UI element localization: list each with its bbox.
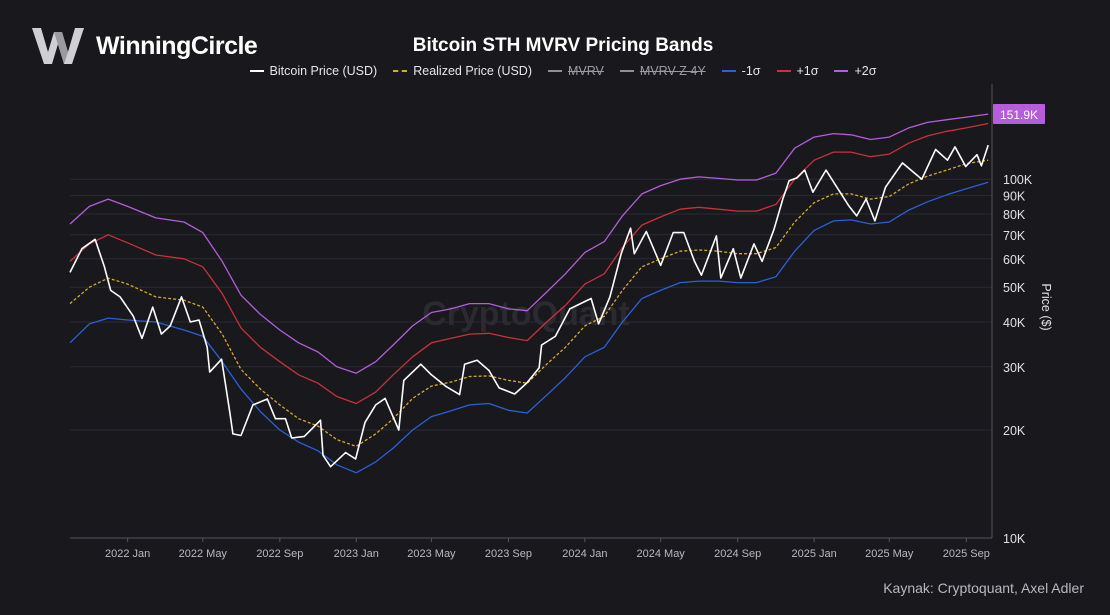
series-line-realized-price-usd — [69, 159, 989, 448]
series-line-plusminus-2sigma — [69, 113, 989, 374]
y-tick-label: 10K — [1003, 532, 1026, 546]
x-tick-label: 2025 May — [865, 548, 914, 560]
legend-swatch — [619, 70, 634, 72]
x-tick-label: 2025 Jan — [791, 548, 836, 560]
x-tick-label: 2022 Sep — [256, 548, 303, 560]
chart-legend: Bitcoin Price (USD) Realized Price (USD) M… — [0, 64, 1110, 78]
brand-name: WinningCircle — [96, 31, 258, 60]
legend-label: +1σ — [796, 64, 819, 78]
y-tick-label: 80K — [1003, 208, 1026, 222]
legend-item-realized-price-usd[interactable]: Realized Price (USD) — [393, 64, 532, 78]
y-tick-label: 30K — [1003, 361, 1026, 375]
legend-label: Realized Price (USD) — [413, 64, 532, 78]
legend-item-plusminus-1sigma[interactable]: +1σ — [776, 64, 819, 78]
x-tick-label: 2024 Sep — [714, 548, 761, 560]
x-tick-label: 2022 Jan — [105, 548, 150, 560]
series-line-bitcoin-price-usd — [69, 144, 989, 468]
legend-swatch — [548, 70, 562, 72]
winningcircle-w-logo-icon — [32, 28, 84, 64]
y-axis-label: Price ($) — [1039, 283, 1053, 330]
legend-item-mvrv-z-4y[interactable]: MVRV Z 4Y — [619, 64, 706, 78]
x-tick-label: 2023 Sep — [485, 548, 532, 560]
brand-logo: WinningCircle — [30, 24, 258, 68]
legend-item-minus-1sigma[interactable]: -1σ — [721, 64, 761, 78]
y-tick-label: 40K — [1003, 316, 1026, 330]
watermark: CryptoQuant — [422, 295, 630, 333]
legend-swatch — [393, 70, 408, 72]
legend-item-bitcoin-price-usd[interactable]: Bitcoin Price (USD) — [249, 64, 378, 78]
legend-item-mvrv[interactable]: MVRV — [548, 64, 604, 78]
series-line-plusminus-1sigma — [69, 122, 989, 405]
y-tick-label: 70K — [1003, 229, 1026, 243]
legend-swatch — [776, 70, 791, 72]
y-tick-label: 90K — [1003, 190, 1026, 204]
y-tick-label: 60K — [1003, 253, 1026, 267]
legend-label: MVRV Z 4Y — [639, 64, 706, 78]
legend-item-plusminus-2sigma[interactable]: +2σ — [834, 64, 876, 78]
y-tick-label: 100K — [1003, 173, 1033, 187]
y-tick-label: 50K — [1003, 281, 1026, 295]
plot-area — [70, 86, 992, 538]
x-tick-label: 2022 May — [179, 548, 228, 560]
legend-label: Bitcoin Price (USD) — [269, 64, 378, 78]
x-tick-label: 2025 Sep — [943, 548, 990, 560]
value-badge — [993, 104, 1045, 125]
legend-label: MVRV — [568, 64, 604, 78]
x-tick-label: 2023 Jan — [334, 548, 379, 560]
value-badge-label: 151.9K — [1000, 108, 1038, 122]
x-tick-label: 2024 May — [637, 548, 686, 560]
y-tick-label: 20K — [1003, 424, 1026, 438]
legend-swatch — [721, 70, 736, 72]
x-tick-label: 2024 Jan — [562, 548, 607, 560]
series-line-minus-1sigma — [69, 181, 989, 474]
chart-title: Bitcoin STH MVRV Pricing Bands — [412, 35, 714, 56]
legend-swatch — [834, 70, 849, 72]
legend-label: -1σ — [741, 64, 761, 78]
source-credit: Kaynak: Cryptoquant, Axel Adler — [883, 580, 1084, 596]
legend-label: +2σ — [854, 64, 877, 78]
x-tick-label: 2023 May — [407, 548, 456, 560]
legend-swatch — [249, 70, 264, 72]
